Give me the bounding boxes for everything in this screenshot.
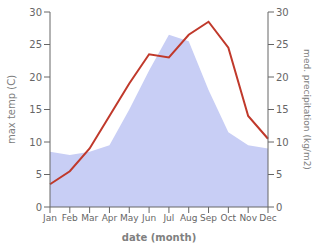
svg-text:Apr: Apr xyxy=(102,213,118,223)
svg-text:med. precipitation (kg/m2): med. precipitation (kg/m2) xyxy=(302,49,310,170)
svg-text:30: 30 xyxy=(276,7,289,18)
svg-text:20: 20 xyxy=(276,72,289,83)
svg-text:Jun: Jun xyxy=(141,213,156,223)
svg-text:15: 15 xyxy=(276,104,289,115)
svg-text:Jan: Jan xyxy=(42,213,57,223)
svg-text:Sep: Sep xyxy=(200,213,217,223)
svg-text:0: 0 xyxy=(276,202,282,213)
svg-text:20: 20 xyxy=(29,72,42,83)
svg-text:Feb: Feb xyxy=(62,213,78,223)
svg-text:30: 30 xyxy=(29,7,42,18)
svg-text:date (month): date (month) xyxy=(122,232,196,243)
svg-text:Mar: Mar xyxy=(81,213,98,223)
svg-text:Oct: Oct xyxy=(221,213,237,223)
svg-text:0: 0 xyxy=(36,202,42,213)
svg-text:5: 5 xyxy=(276,169,282,180)
svg-text:15: 15 xyxy=(29,104,42,115)
svg-text:10: 10 xyxy=(276,137,289,148)
svg-text:10: 10 xyxy=(29,137,42,148)
svg-text:May: May xyxy=(120,213,139,223)
svg-text:max temp (C): max temp (C) xyxy=(8,75,17,144)
svg-text:25: 25 xyxy=(29,39,42,50)
svg-text:Dec: Dec xyxy=(259,213,276,223)
svg-text:25: 25 xyxy=(276,39,289,50)
svg-text:5: 5 xyxy=(36,169,42,180)
svg-text:Jul: Jul xyxy=(162,213,174,223)
svg-text:Nov: Nov xyxy=(239,213,257,223)
svg-text:Aug: Aug xyxy=(180,213,198,223)
